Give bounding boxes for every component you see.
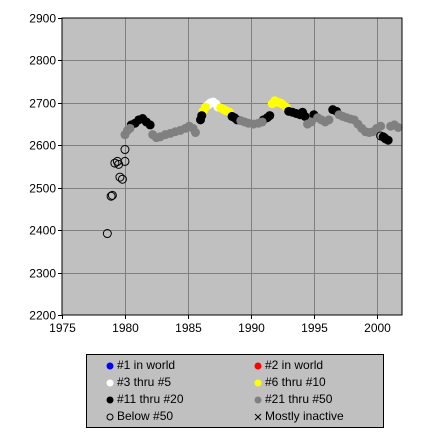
legend-item-below-50: Below #50 [105, 408, 173, 425]
y-tick-label: 2400 [29, 224, 56, 238]
data-point [257, 117, 267, 127]
legend-marker-icon [253, 408, 263, 425]
legend-item-mostly-inactive: Mostly inactive [253, 408, 344, 425]
legend-label: #3 thru #5 [117, 375, 172, 389]
chart-svg: 2200 2300 2400 2500 2600 2700 2800 2900 1975 198… [29, 12, 403, 335]
legend-label: #2 in world [265, 358, 324, 372]
data-point [120, 145, 130, 155]
legend-item-2-in-world: #2 in world [253, 357, 323, 374]
y-tick-label: 2700 [29, 97, 56, 111]
legend-label: Below #50 [117, 409, 174, 423]
data-point [102, 229, 112, 239]
data-point [107, 190, 117, 200]
data-point [306, 117, 316, 127]
x-tick-label: 1985 [175, 321, 202, 335]
legend-marker-icon [105, 357, 115, 374]
x-axis-ticks: 1975 1980 1985 1990 1995 2000 [49, 315, 391, 335]
data-point [115, 172, 125, 182]
x-tick-label: 1975 [49, 321, 76, 335]
legend-marker-icon [105, 408, 115, 425]
legend-item-3-thru-5: #3 thru #5 [105, 374, 171, 391]
x-tick-label: 1980 [112, 321, 139, 335]
legend-marker-icon [105, 391, 115, 408]
data-point [117, 174, 127, 184]
legend-marker-icon [253, 391, 263, 408]
legend-label: #11 thru #20 [117, 392, 184, 406]
grid-lines [62, 18, 402, 315]
data-point [393, 122, 403, 132]
legend-item-6-thru-10: #6 thru #10 [253, 374, 326, 391]
data-point [383, 135, 393, 145]
legend-marker-icon [253, 357, 263, 374]
data-point [300, 111, 310, 121]
legend-marker-icon [253, 374, 263, 391]
x-tick-label: 2000 [364, 321, 391, 335]
data-point [201, 102, 211, 112]
y-tick-label: 2200 [29, 309, 56, 323]
plot-border [61, 17, 403, 316]
data-point [125, 123, 135, 133]
legend-marker-icon [105, 374, 115, 391]
x-tick-label: 1990 [238, 321, 265, 335]
data-point [324, 115, 334, 125]
legend-item-1-in-world: #1 in world [105, 357, 175, 374]
data-point [265, 111, 275, 121]
y-tick-label: 2500 [29, 182, 56, 196]
y-tick-label: 2300 [29, 267, 56, 281]
data-point [110, 158, 120, 168]
data-point [120, 156, 130, 166]
data-point [190, 128, 200, 138]
y-tick-label: 2800 [29, 54, 56, 68]
data-point [376, 121, 386, 131]
data-point [106, 191, 116, 201]
plot-area [62, 18, 402, 315]
data-point [379, 133, 389, 143]
legend-label: #21 thru #50 [265, 392, 333, 406]
legend: #1 in world #2 in world #3 thru #5 #6 th… [86, 354, 384, 428]
y-axis-ticks: 2200 2300 2400 2500 2600 2700 2800 2900 [29, 12, 62, 323]
data-point [197, 111, 207, 121]
y-tick-label: 2600 [29, 139, 56, 153]
legend-label: Mostly inactive [265, 409, 344, 423]
y-tick-label: 2900 [29, 12, 56, 26]
legend-item-21-thru-50: #21 thru #50 [253, 391, 332, 408]
x-tick-label: 1995 [301, 321, 328, 335]
legend-label: #1 in world [117, 358, 176, 372]
legend-item-11-thru-20: #11 thru #20 [105, 391, 184, 408]
data-points [102, 96, 403, 239]
legend-label: #6 thru #10 [265, 375, 326, 389]
data-point [145, 120, 155, 130]
